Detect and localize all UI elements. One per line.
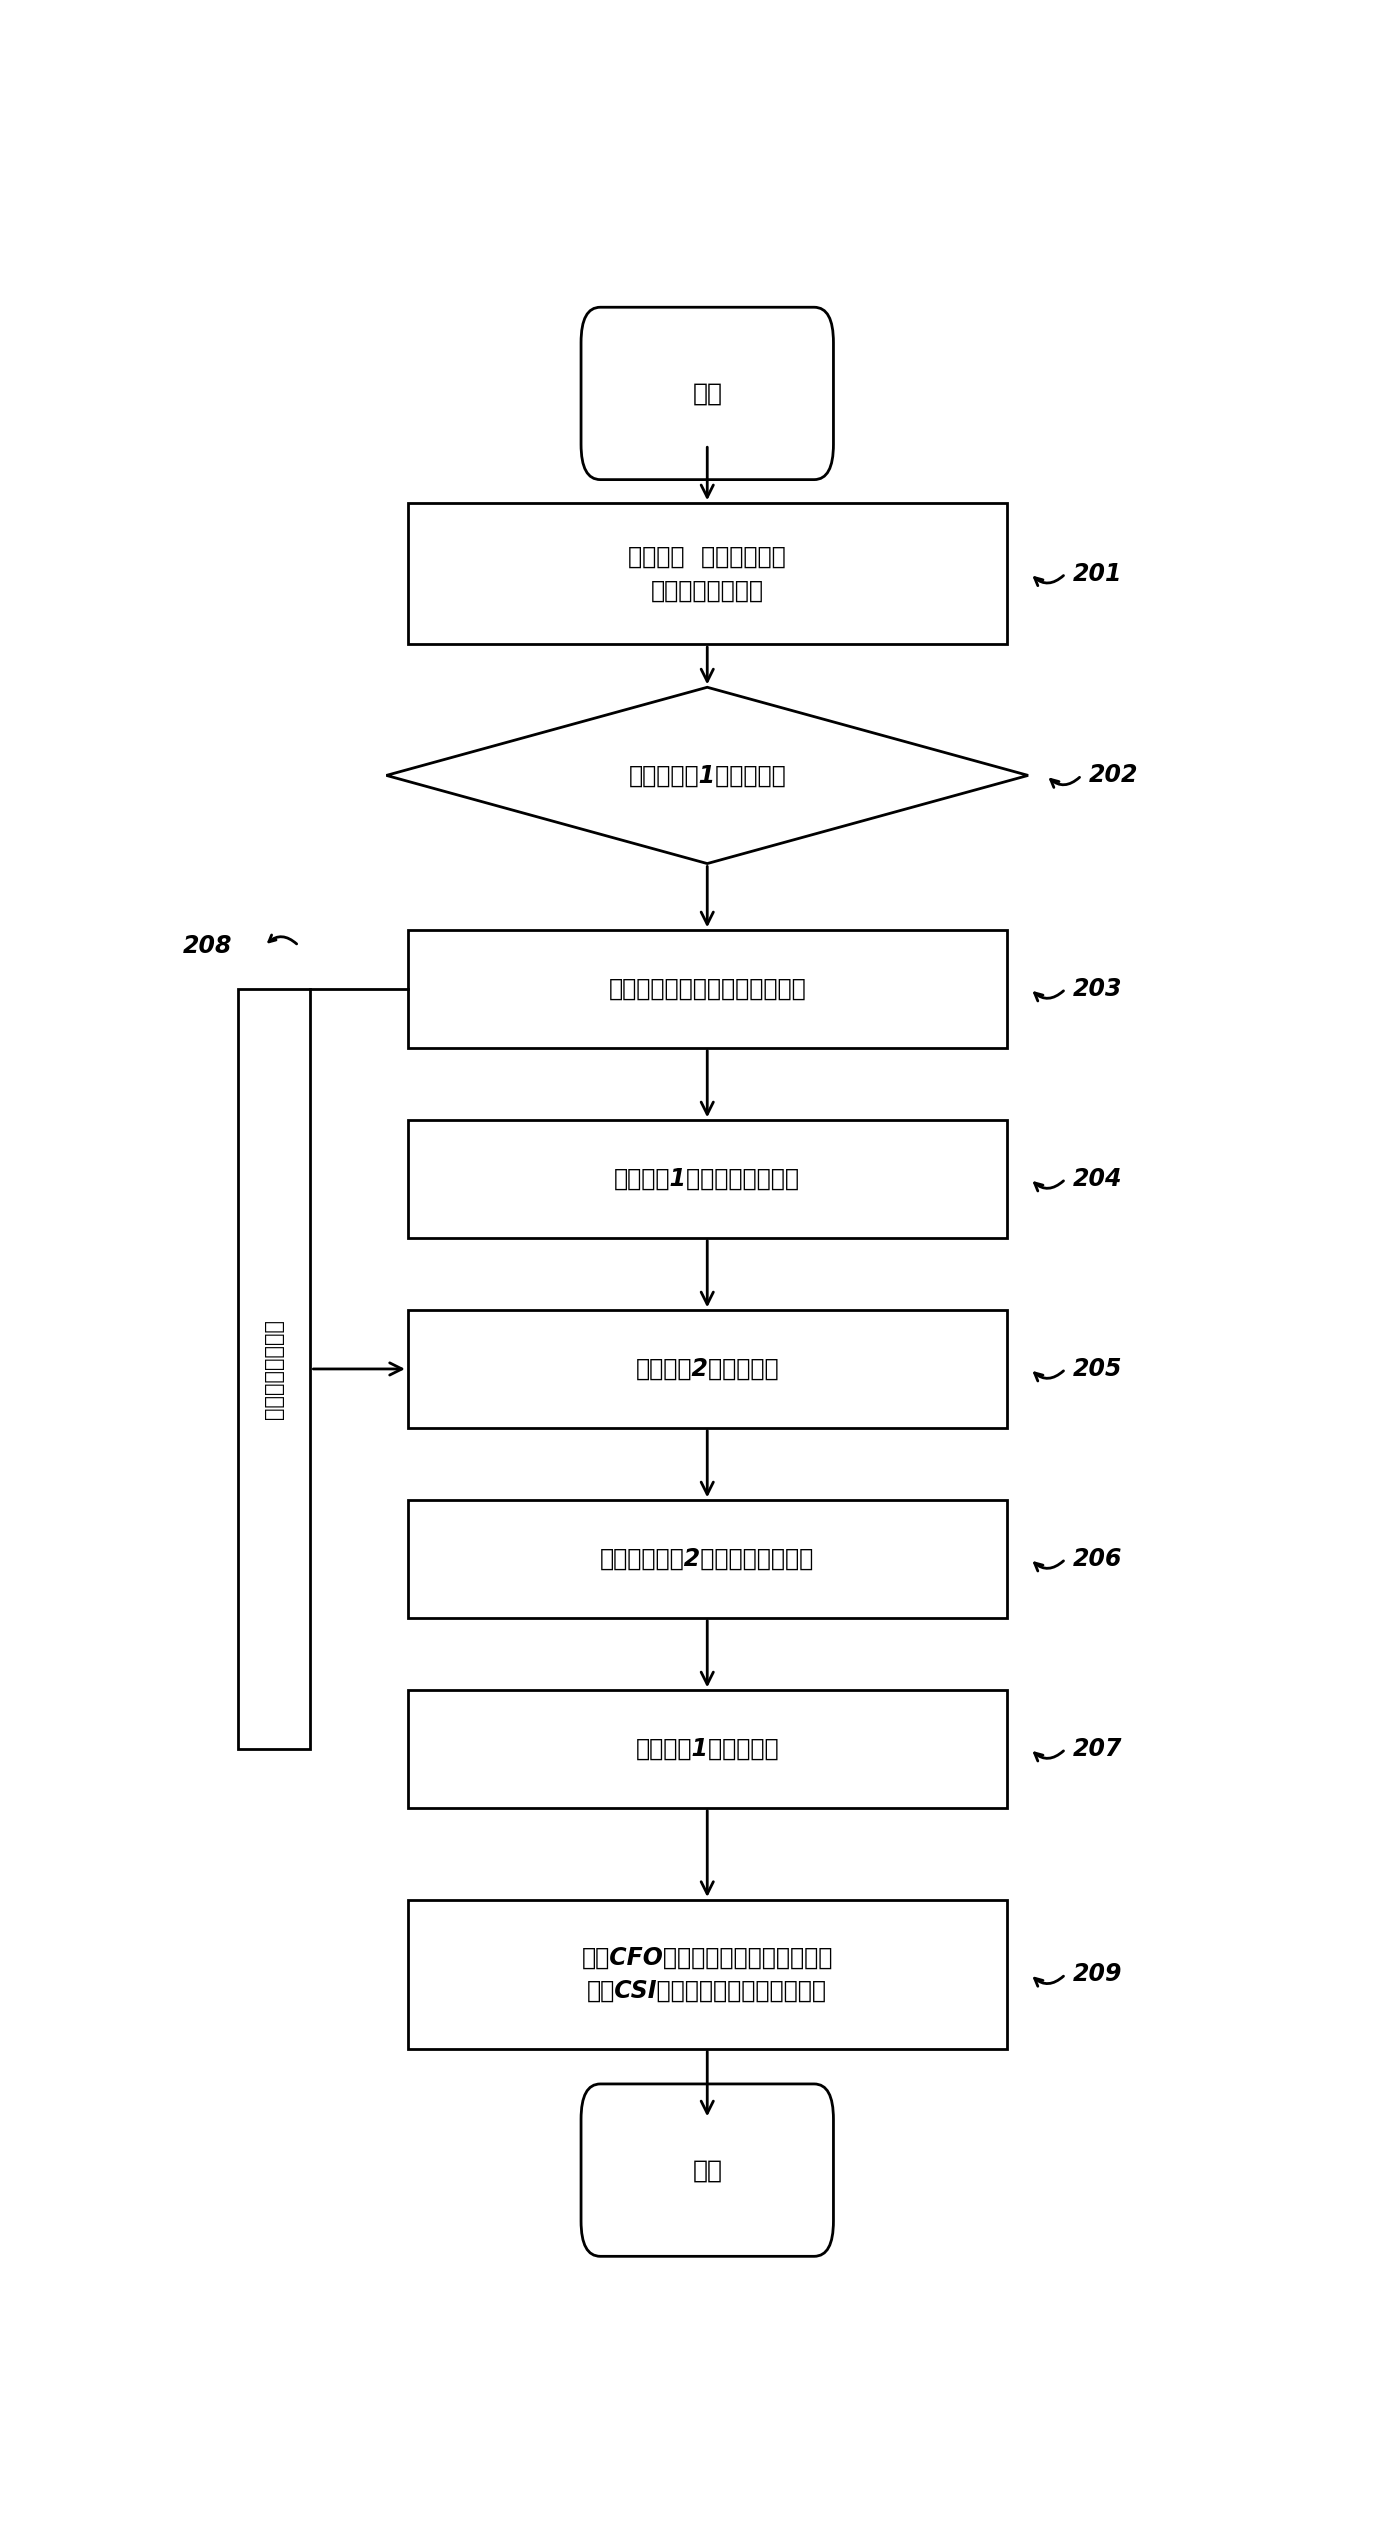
Bar [408, 1900, 1007, 2048]
Text: 接收信号  进行符号同步
取出同步接收符号: 接收信号 进行符号同步 取出同步接收符号 [628, 544, 787, 603]
Text: 205: 205 [1074, 1356, 1122, 1381]
Text: 开始: 开始 [693, 382, 722, 404]
FancyBboxPatch shape [581, 2084, 834, 2257]
Text: 估计天线2上的频偏值: 估计天线2上的频偏值 [635, 1356, 780, 1381]
Bar [408, 504, 1007, 644]
Text: 迭代估计以上参数: 迭代估计以上参数 [264, 1318, 284, 1420]
Text: 207: 207 [1074, 1738, 1122, 1760]
Text: 204: 204 [1074, 1168, 1122, 1191]
FancyBboxPatch shape [581, 308, 834, 481]
Text: 估计天线1上的频偏值: 估计天线1上的频偏值 [635, 1738, 780, 1760]
Text: 201: 201 [1074, 562, 1122, 585]
Text: 反馈估计天线2上的信道状态信息: 反馈估计天线2上的信道状态信息 [600, 1547, 814, 1572]
Text: 203: 203 [1074, 977, 1122, 1000]
Bar [408, 1689, 1007, 1809]
Text: 209: 209 [1074, 1961, 1122, 1987]
Text: 结束: 结束 [693, 2157, 722, 2183]
Polygon shape [386, 687, 1028, 862]
Text: 初始化天线1上的频偏值: 初始化天线1上的频偏值 [628, 763, 787, 789]
Bar [408, 1310, 1007, 1427]
Bar [408, 1119, 1007, 1239]
Bar [408, 1501, 1007, 1618]
Bar [237, 990, 310, 1748]
Text: 根据CFO估计值对数据部分进行补偿
根据CSI估计值对数据部分进行解码: 根据CFO估计值对数据部分进行补偿 根据CSI估计值对数据部分进行解码 [581, 1946, 834, 2002]
Text: 206: 206 [1074, 1547, 1122, 1572]
Text: 202: 202 [1089, 763, 1138, 789]
Bar [408, 931, 1007, 1048]
Text: 估计天线1上的信道状态信息: 估计天线1上的信道状态信息 [614, 1168, 800, 1191]
Text: 对接收信号进行初始化频偏补偿: 对接收信号进行初始化频偏补偿 [609, 977, 806, 1000]
Text: 208: 208 [184, 934, 232, 959]
